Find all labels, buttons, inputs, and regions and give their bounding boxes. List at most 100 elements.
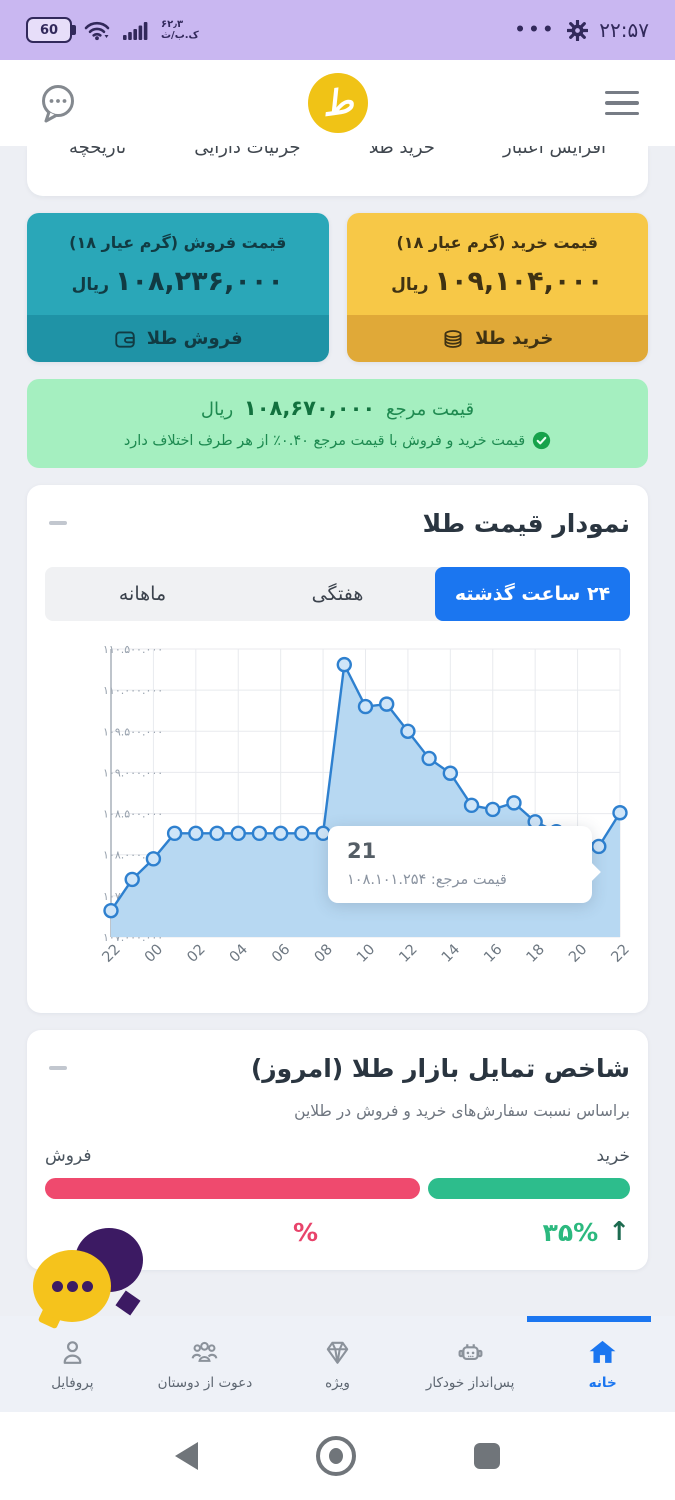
tab-increase-credit[interactable]: افزایش اعتبار (503, 146, 606, 158)
collapse-chart-button[interactable] (45, 510, 71, 536)
chart-card-title: نمودار قیمت طلا (422, 508, 630, 538)
profile-icon (63, 1341, 82, 1364)
invite-friends-icon (192, 1341, 218, 1362)
nav-label-invite-friends: دعوت از دوستان (157, 1375, 253, 1391)
network-speed-unit: ک.ب/ث (161, 30, 199, 41)
svg-text:12: 12 (396, 941, 420, 965)
svg-text:۱۰۸.۵۰۰.۰۰۰: ۱۰۸.۵۰۰.۰۰۰ (103, 808, 163, 821)
signal-strength-icon (123, 22, 148, 40)
svg-text:20: 20 (566, 941, 590, 965)
svg-text:02: 02 (184, 941, 208, 965)
chart-tooltip: 21 قیمت مرجع: ۱۰۸.۱۰۱.۲۵۴ (328, 826, 592, 903)
sell-bar-label: فروش (45, 1146, 92, 1166)
bottom-block: خانه پس‌انداز خودکار (0, 1316, 675, 1500)
wifi-icon (84, 21, 110, 41)
menu-hamburger-icon[interactable] (605, 90, 639, 116)
logo-letter: ط (319, 81, 356, 125)
svg-text:06: 06 (269, 941, 293, 965)
android-back-button[interactable] (175, 1442, 198, 1470)
svg-text:۱۰۹.۰۰۰.۰۰۰: ۱۰۹.۰۰۰.۰۰۰ (103, 766, 163, 779)
clock: ۲۲:۵۷ (599, 18, 649, 42)
buy-bar-label: خرید (596, 1146, 630, 1166)
nav-item-special[interactable]: ویژه (271, 1316, 404, 1412)
buy-price-unit: ریال (391, 275, 429, 295)
network-speed-value: ۶۲٫۳ (161, 19, 184, 30)
android-home-button[interactable] (316, 1436, 356, 1476)
chat-fab[interactable] (33, 1228, 145, 1330)
buy-percent-value: ۳۵% (542, 1217, 599, 1247)
check-circle-icon (533, 431, 551, 450)
nav-item-profile[interactable]: پروفایل (6, 1316, 139, 1412)
svg-text:04: 04 (227, 941, 251, 965)
sell-price-unit: ریال (71, 275, 109, 295)
price-cards-row: قیمت خرید (گرم عیار ۱۸) ۱۰۹,۱۰۴,۰۰۰ریال … (27, 213, 648, 362)
collapse-sentiment-button[interactable] (45, 1055, 71, 1081)
nav-label-home: خانه (588, 1375, 617, 1391)
reference-price-value: ۱۰۸,۶۷۰,۰۰۰ (243, 396, 376, 420)
price-chart-area[interactable]: ۱۱۰.۵۰۰.۰۰۰ ۱۱۰.۰۰۰.۰۰۰ ۱۰۹.۵۰۰.۰۰۰ ۱۰۹.۰۰۰… (45, 633, 630, 993)
buy-price-value: ۱۰۹,۱۰۴,۰۰۰ (434, 266, 604, 297)
sentiment-card-title: شاخص تمایل بازار طلا (امروز) (250, 1053, 630, 1083)
nav-label-profile: پروفایل (51, 1375, 94, 1391)
status-left-cluster: 60 ۶۲٫۳ ک.ب/ث (26, 17, 199, 43)
tab-asset-details[interactable]: جزئیات دارایی (194, 146, 301, 158)
price-chart: ۱۱۰.۵۰۰.۰۰۰ ۱۱۰.۰۰۰.۰۰۰ ۱۰۹.۵۰۰.۰۰۰ ۱۰۹.۰۰۰… (100, 643, 630, 966)
sell-bar (45, 1178, 421, 1199)
sell-gold-button[interactable]: فروش طلا (27, 315, 329, 362)
sell-percent-value: % (293, 1217, 319, 1247)
svg-text:16: 16 (481, 941, 505, 965)
network-speed: ۶۲٫۳ ک.ب/ث (161, 19, 199, 41)
android-recents-button[interactable] (474, 1443, 500, 1469)
tab-last-24h[interactable]: ۲۴ ساعت گذشته (435, 567, 630, 621)
wallet-icon (115, 331, 135, 348)
market-sentiment-card: شاخص تمایل بازار طلا (امروز) براساس نسبت… (27, 1030, 648, 1270)
up-arrow-icon: ↑ (608, 1217, 630, 1247)
status-right-cluster: ••• ۲۲:۵۷ (515, 18, 649, 42)
svg-text:08: 08 (312, 941, 336, 965)
sentiment-bars (45, 1178, 630, 1199)
nav-item-home[interactable]: خانه (536, 1316, 669, 1412)
reference-price-unit: ریال (200, 399, 234, 420)
tab-buy-gold[interactable]: خرید طلا (368, 146, 435, 158)
sell-gold-button-label: فروش طلا (146, 328, 243, 349)
nav-item-auto-save[interactable]: پس‌انداز خودکار (404, 1316, 537, 1412)
sell-price-card: قیمت فروش (گرم عیار ۱۸) ۱۰۸,۲۳۶,۰۰۰ریال … (27, 213, 329, 362)
app-header: ط (0, 60, 675, 146)
svg-text:10: 10 (354, 941, 378, 965)
svg-text:۱۰۹.۵۰۰.۰۰۰: ۱۰۹.۵۰۰.۰۰۰ (103, 725, 163, 738)
buy-bar (428, 1178, 630, 1199)
diamond-icon (326, 1341, 349, 1364)
buy-gold-button[interactable]: خرید طلا (346, 315, 648, 362)
coins-icon (444, 329, 462, 348)
svg-text:۱۱۰.۵۰۰.۰۰۰: ۱۱۰.۵۰۰.۰۰۰ (103, 643, 163, 656)
price-chart-card: نمودار قیمت طلا ۲۴ ساعت گذشته هفتگی ماها… (27, 485, 648, 1013)
sell-price-value: ۱۰۸,۲۳۶,۰۰۰ (114, 266, 284, 297)
tab-monthly[interactable]: ماهانه (118, 583, 167, 605)
reference-price-label: قیمت مرجع (385, 399, 475, 420)
tooltip-reference-price: قیمت مرجع: ۱۰۸.۱۰۱.۲۵۴ (347, 872, 507, 888)
buy-gold-button-label: خرید طلا (475, 328, 554, 349)
bottom-nav: خانه پس‌انداز خودکار (0, 1316, 675, 1412)
robot-icon (458, 1344, 483, 1361)
svg-text:۱۱۰.۰۰۰.۰۰۰: ۱۱۰.۰۰۰.۰۰۰ (103, 684, 163, 697)
gear-icon (567, 19, 589, 41)
buy-percent-group: ۳۵% ↑ (543, 1217, 630, 1247)
nav-label-auto-save: پس‌انداز خودکار (425, 1375, 515, 1391)
svg-text:22: 22 (100, 941, 124, 965)
tab-history[interactable]: تاریخچه (69, 146, 127, 158)
overflow-dots-icon: ••• (514, 20, 557, 40)
buy-card-title: قیمت خرید (گرم عیار ۱۸) (396, 233, 598, 252)
nav-item-invite-friends[interactable]: دعوت از دوستان (139, 1316, 272, 1412)
nav-label-special: ویژه (325, 1375, 350, 1391)
status-bar: 60 ۶۲٫۳ ک.ب/ث ••• (0, 0, 675, 60)
svg-text:18: 18 (524, 941, 548, 965)
tab-weekly[interactable]: هفتگی (311, 583, 364, 605)
buy-price-card: قیمت خرید (گرم عیار ۱۸) ۱۰۹,۱۰۴,۰۰۰ریال … (346, 213, 648, 362)
support-chat-icon[interactable] (36, 81, 80, 125)
tooltip-hour: 21 (347, 839, 377, 863)
svg-text:14: 14 (439, 941, 463, 965)
reference-price-banner: قیمت مرجع ۱۰۸,۶۷۰,۰۰۰ ریال قیمت خرید و ف… (27, 379, 648, 468)
svg-text:22: 22 (609, 941, 630, 965)
svg-text:00: 00 (142, 941, 166, 965)
